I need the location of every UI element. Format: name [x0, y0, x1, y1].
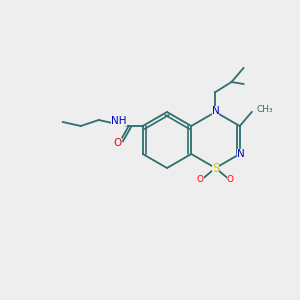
Text: CH₃: CH₃ [257, 106, 273, 115]
Text: N: N [212, 106, 219, 116]
Text: O: O [197, 176, 204, 184]
Text: O: O [227, 176, 234, 184]
Text: O: O [114, 138, 122, 148]
Text: N: N [237, 149, 244, 159]
Text: NH: NH [111, 116, 127, 126]
Text: S: S [212, 161, 219, 175]
